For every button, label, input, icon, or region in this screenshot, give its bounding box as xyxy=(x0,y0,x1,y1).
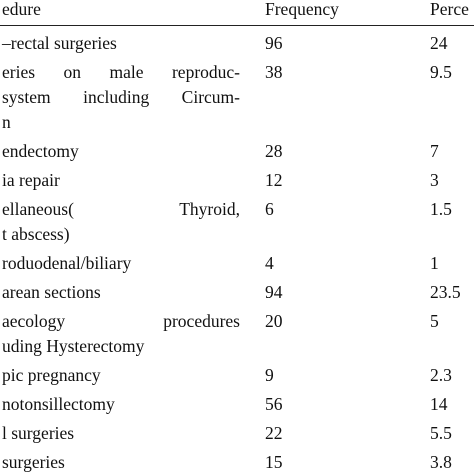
frequency-cell: 6 xyxy=(265,199,274,219)
percent-cell: 14 xyxy=(430,394,448,414)
header-cell: Perce xyxy=(430,0,469,19)
frequency-cell: 12 xyxy=(265,170,283,190)
percent-cell: 24 xyxy=(430,33,448,53)
procedure-line: system including Circum- xyxy=(2,87,240,107)
procedure-line: ia repair xyxy=(2,170,60,190)
procedure-line: t abscess) xyxy=(2,224,70,244)
header-cell: Frequency xyxy=(265,0,339,19)
procedure-line: arean sections xyxy=(2,282,101,302)
frequency-cell: 20 xyxy=(265,311,283,331)
procedure-line: ellaneous( Thyroid, xyxy=(2,199,240,219)
procedure-line: uding Hysterectomy xyxy=(2,336,145,356)
percent-cell: 23.5 xyxy=(430,282,461,302)
procedure-line: –rectal surgeries xyxy=(2,33,117,53)
frequency-cell: 28 xyxy=(265,141,283,161)
frequency-cell: 15 xyxy=(265,452,283,472)
percent-cell: 1.5 xyxy=(430,199,452,219)
header-rule xyxy=(0,25,474,26)
header-cell: edure xyxy=(2,0,41,19)
percent-cell: 5.5 xyxy=(430,423,452,443)
procedure-line: surgeries xyxy=(2,452,65,472)
frequency-cell: 9 xyxy=(265,365,274,385)
percent-cell: 9.5 xyxy=(430,62,452,82)
procedure-line: endectomy xyxy=(2,141,79,161)
procedure-line: n xyxy=(2,112,11,132)
percent-cell: 5 xyxy=(430,311,439,331)
procedure-line: aecology procedures xyxy=(2,311,240,331)
frequency-cell: 56 xyxy=(265,394,283,414)
percent-cell: 2.3 xyxy=(430,365,452,385)
frequency-cell: 22 xyxy=(265,423,283,443)
percent-cell: 3 xyxy=(430,170,439,190)
frequency-cell: 96 xyxy=(265,33,283,53)
procedure-line: eries on male reproduc- xyxy=(2,62,240,82)
procedure-line: roduodenal/biliary xyxy=(2,253,132,273)
frequency-cell: 4 xyxy=(265,253,274,273)
procedure-line: notonsillectomy xyxy=(2,394,115,414)
percent-cell: 3.8 xyxy=(430,452,452,472)
procedure-line: l surgeries xyxy=(2,423,75,443)
percent-cell: 1 xyxy=(430,253,439,273)
percent-cell: 7 xyxy=(430,141,439,161)
frequency-cell: 38 xyxy=(265,62,283,82)
frequency-cell: 94 xyxy=(265,282,283,302)
procedure-line: pic pregnancy xyxy=(2,365,101,385)
